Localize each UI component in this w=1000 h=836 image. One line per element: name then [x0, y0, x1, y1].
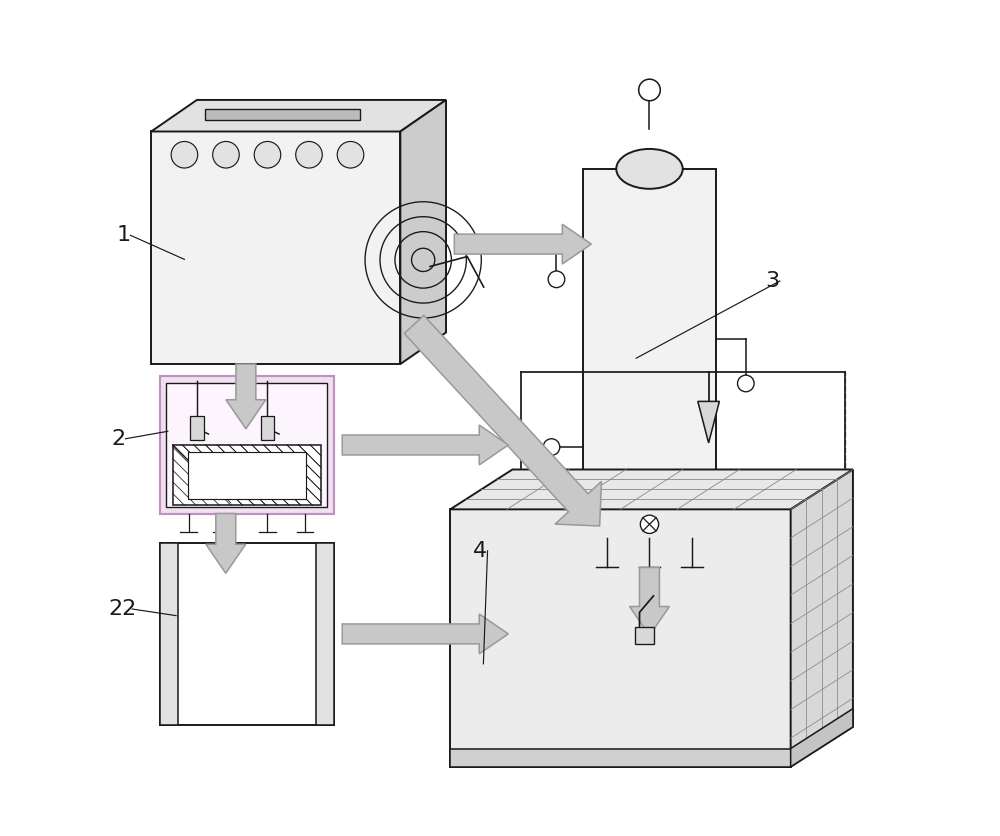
Circle shape: [640, 515, 659, 533]
Polygon shape: [342, 614, 508, 654]
Polygon shape: [450, 509, 791, 767]
Bar: [160, 543, 334, 726]
Polygon shape: [151, 100, 446, 131]
Text: 4: 4: [473, 541, 488, 561]
Circle shape: [337, 141, 364, 168]
Polygon shape: [404, 315, 601, 526]
Bar: [205, 109, 360, 120]
Polygon shape: [791, 709, 853, 767]
Bar: [173, 445, 321, 505]
Text: 22: 22: [108, 599, 136, 619]
Bar: [583, 169, 716, 484]
Bar: [160, 543, 178, 726]
Polygon shape: [151, 131, 400, 364]
Polygon shape: [206, 513, 246, 573]
Bar: [316, 543, 334, 726]
Circle shape: [639, 79, 660, 101]
Polygon shape: [400, 100, 446, 364]
Polygon shape: [630, 568, 669, 635]
Polygon shape: [226, 364, 266, 429]
Polygon shape: [342, 425, 508, 465]
Polygon shape: [166, 383, 327, 507]
Polygon shape: [160, 376, 334, 513]
Circle shape: [548, 271, 565, 288]
Bar: [188, 451, 306, 498]
Text: 1: 1: [116, 226, 130, 245]
Ellipse shape: [616, 149, 683, 189]
Circle shape: [296, 141, 322, 168]
Text: 2: 2: [111, 429, 125, 449]
Text: 3: 3: [766, 271, 780, 291]
Circle shape: [171, 141, 198, 168]
Bar: [635, 627, 654, 644]
Polygon shape: [698, 401, 719, 443]
Polygon shape: [454, 224, 591, 264]
Polygon shape: [450, 470, 853, 509]
Polygon shape: [791, 470, 853, 767]
Circle shape: [254, 141, 281, 168]
Polygon shape: [583, 484, 716, 538]
Bar: [450, 748, 791, 767]
Circle shape: [213, 141, 239, 168]
Bar: [261, 416, 274, 440]
Circle shape: [543, 439, 560, 456]
Bar: [190, 416, 204, 440]
Circle shape: [738, 375, 754, 392]
